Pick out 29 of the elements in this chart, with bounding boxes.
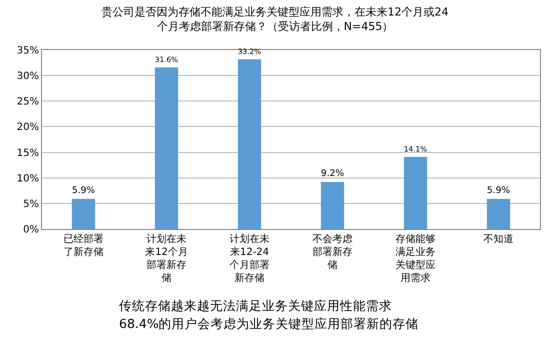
x-tick-label: 不知道 <box>484 233 514 245</box>
y-tick-label: 15% <box>16 148 39 159</box>
data-label: 14.1% <box>404 144 428 154</box>
x-tick-label: 计划在未来12个月部署新存储 <box>145 233 188 284</box>
bar <box>486 198 510 229</box>
data-label: 5.9% <box>486 186 510 196</box>
y-tick-label: 10% <box>16 173 39 184</box>
y-tick-label: 5% <box>23 198 39 210</box>
y-tick-label: 25% <box>16 96 39 108</box>
x-tick-label: 计划在未来12-24个月部署新存储 <box>230 233 270 284</box>
text: 68.4%的用户会考虑为业务关键型应用部署新的存储 <box>119 316 419 331</box>
data-label: 9.2% <box>320 169 344 180</box>
text: 传统存储越来越无法满足业务关键应用性能需求 <box>119 298 392 313</box>
bar <box>154 67 178 229</box>
bar <box>72 198 96 229</box>
y-tick-label: 20% <box>16 122 39 134</box>
bar <box>238 59 262 229</box>
bar <box>320 182 344 229</box>
bar <box>404 156 428 229</box>
y-tick-label: 35% <box>16 46 39 56</box>
y-tick-label: 30% <box>16 71 39 82</box>
data-label: 31.6% <box>154 55 178 64</box>
data-label: 5.9% <box>72 186 96 196</box>
data-label: 33.2% <box>238 47 262 56</box>
chart-title: 贵公司是否因为存储不能满足业务关键型应用需求，在未来12个月或24个月考虑部署新存储？（受访者比例，N=455） <box>102 6 448 33</box>
y-tick-label: 0% <box>23 224 39 236</box>
x-tick-label: 不会考虑部署新存储 <box>312 233 352 271</box>
x-tick-label: 已经部署了新存储 <box>64 233 104 258</box>
x-tick-label: 存储能够满足业务关键型应用需求 <box>396 233 436 284</box>
